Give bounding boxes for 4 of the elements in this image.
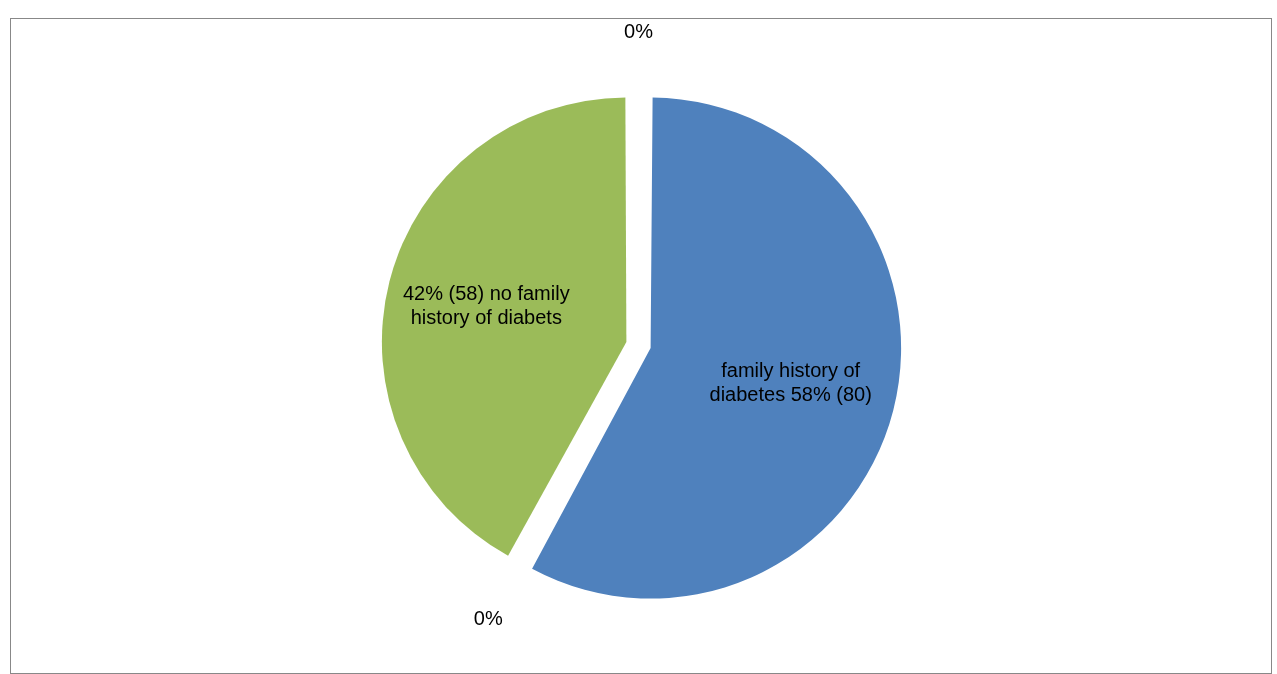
slice-label: family history of diabetes 58% (80) bbox=[709, 359, 872, 406]
slice-label: 42% (58) no family history of diabets bbox=[402, 281, 570, 328]
text: 0% bbox=[624, 19, 653, 42]
text: 0% bbox=[473, 607, 503, 630]
